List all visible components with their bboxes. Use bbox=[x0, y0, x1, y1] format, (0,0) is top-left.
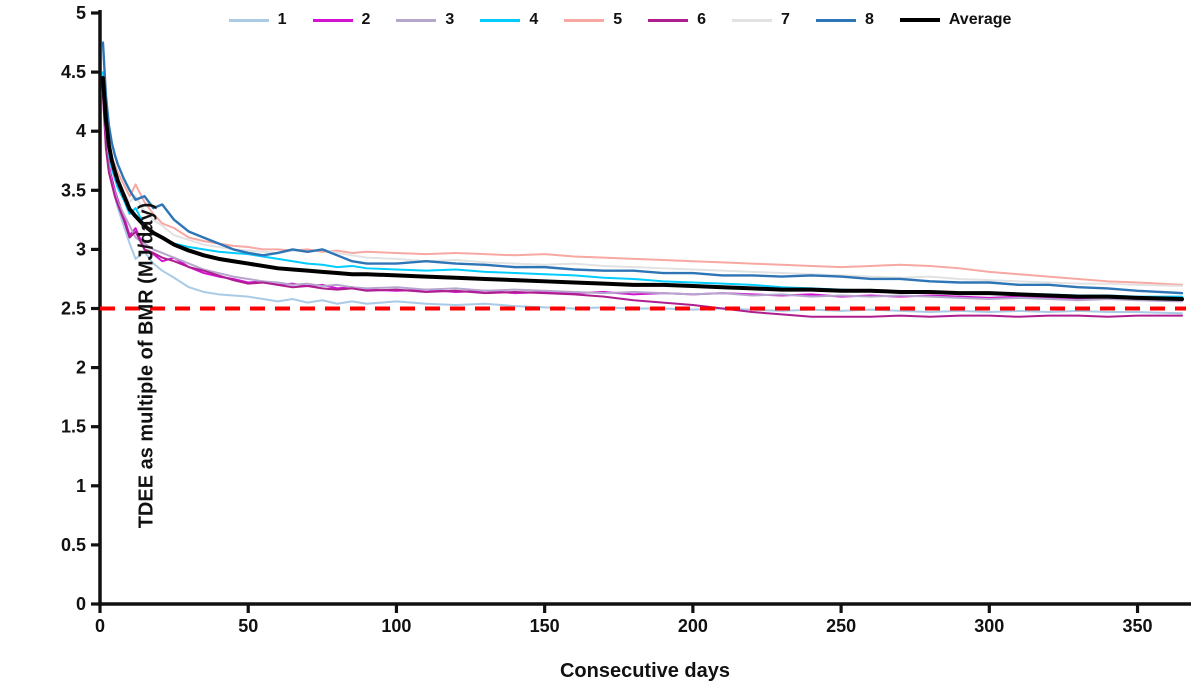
x-tick-label: 0 bbox=[95, 616, 105, 636]
y-tick-label: 1 bbox=[76, 476, 86, 496]
series-line-4 bbox=[101, 71, 1183, 298]
legend-label-4: 4 bbox=[529, 11, 539, 28]
legend-item-2: 2 bbox=[312, 11, 371, 28]
legend-label-3: 3 bbox=[445, 11, 455, 28]
legend-item-average: Average bbox=[899, 11, 1012, 28]
legend-item-8: 8 bbox=[815, 11, 874, 28]
x-axis-title: Consecutive days bbox=[559, 660, 731, 682]
y-tick-label: 2.5 bbox=[61, 299, 86, 319]
legend-label-6: 6 bbox=[697, 11, 707, 28]
legend-swatch-8 bbox=[815, 18, 856, 22]
x-tick-label: 300 bbox=[974, 616, 1004, 636]
legend-swatch-7 bbox=[732, 18, 773, 22]
legend-label-2: 2 bbox=[361, 11, 371, 28]
chart-legend: 1 2 3 4 5 6 7 8 Average bbox=[110, 12, 1130, 28]
series-line-1 bbox=[101, 88, 1183, 315]
legend-swatch-3 bbox=[396, 18, 437, 22]
legend-swatch-1 bbox=[228, 18, 269, 22]
x-tick-label: 150 bbox=[530, 616, 560, 636]
y-tick-label: 3.5 bbox=[61, 180, 86, 200]
legend-item-7: 7 bbox=[732, 12, 790, 28]
series-line-2 bbox=[101, 88, 1183, 302]
legend-swatch-6 bbox=[648, 18, 689, 22]
legend-label-7: 7 bbox=[781, 11, 790, 28]
y-tick-label: 5 bbox=[76, 3, 86, 23]
series-line-8 bbox=[101, 41, 1184, 295]
legend-swatch-5 bbox=[564, 18, 605, 22]
x-tick-label: 200 bbox=[678, 616, 708, 636]
y-tick-label: 0 bbox=[76, 594, 86, 614]
x-tick-label: 100 bbox=[381, 616, 411, 636]
x-tick-label: 350 bbox=[1123, 616, 1153, 636]
legend-item-5: 5 bbox=[564, 12, 622, 28]
legend-label-average: Average bbox=[948, 11, 1012, 28]
legend-item-3: 3 bbox=[396, 12, 454, 28]
y-tick-label: 1.5 bbox=[61, 417, 86, 437]
legend-item-1: 1 bbox=[228, 11, 287, 28]
series-line-average bbox=[100, 76, 1184, 302]
legend-item-6: 6 bbox=[648, 12, 706, 28]
y-tick-label: 4.5 bbox=[61, 62, 86, 82]
legend-label-1: 1 bbox=[277, 11, 287, 28]
y-tick-label: 4 bbox=[76, 121, 86, 141]
legend-swatch-2 bbox=[312, 18, 353, 22]
legend-swatch-average bbox=[899, 17, 940, 23]
legend-label-8: 8 bbox=[864, 11, 874, 28]
series-line-6 bbox=[101, 94, 1183, 318]
y-tick-label: 0.5 bbox=[61, 535, 86, 555]
y-axis-title: TDEE as multiple of BMR (MJ/day) bbox=[135, 202, 158, 529]
x-tick-label: 250 bbox=[826, 616, 856, 636]
series-line-7 bbox=[101, 77, 1183, 288]
legend-swatch-4 bbox=[480, 18, 521, 22]
y-tick-label: 2 bbox=[76, 358, 86, 378]
x-tick-label: 50 bbox=[238, 616, 258, 636]
legend-label-5: 5 bbox=[613, 11, 623, 28]
legend-item-4: 4 bbox=[480, 12, 538, 28]
y-tick-label: 3 bbox=[76, 239, 86, 259]
